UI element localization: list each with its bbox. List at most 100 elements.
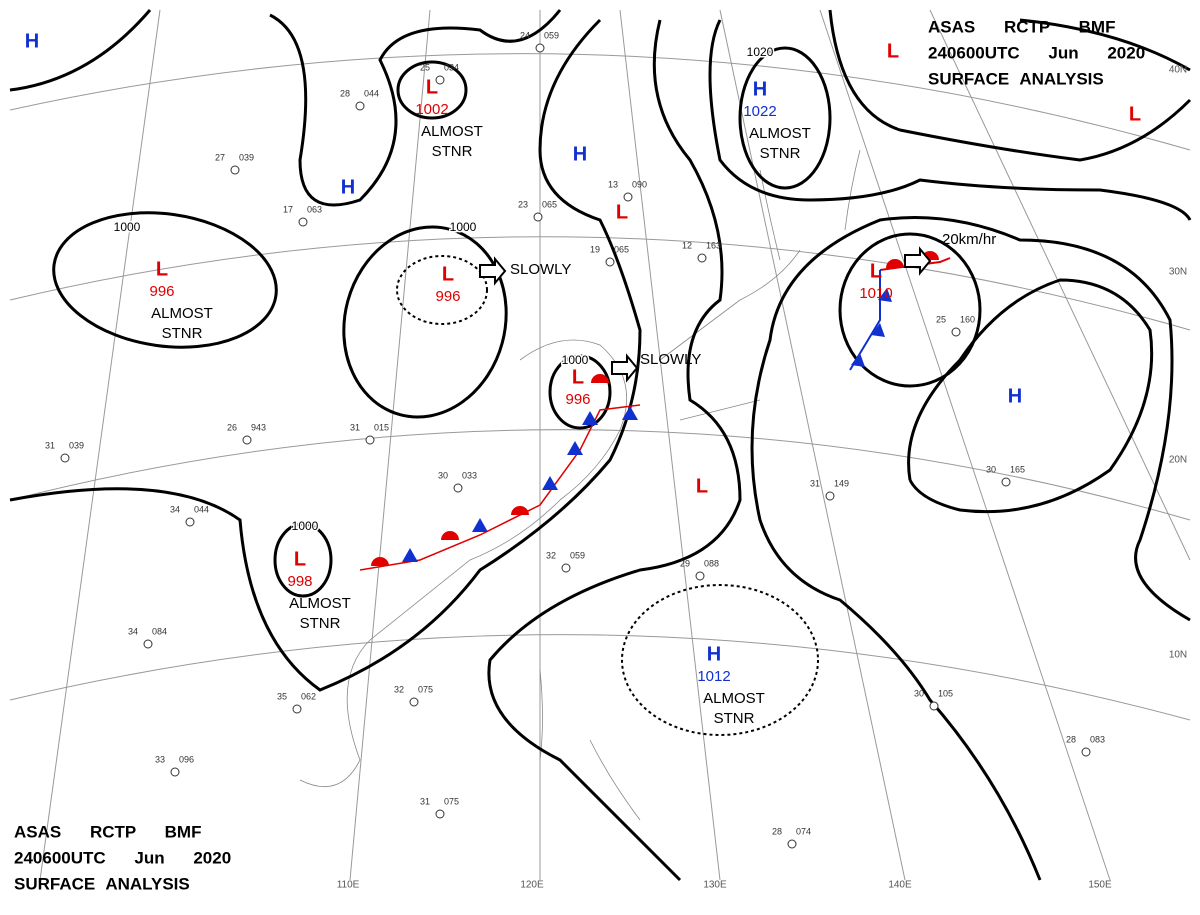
station-marker — [435, 809, 445, 819]
lat-line — [9, 236, 1191, 331]
system-note: STNR — [162, 325, 203, 342]
station-temp: 34 — [128, 626, 138, 636]
isobar — [9, 9, 152, 92]
isobar — [342, 225, 508, 419]
cold-front-tri — [622, 406, 638, 420]
station-marker — [143, 639, 153, 649]
central-pressure: 996 — [435, 288, 460, 305]
station-plot: 28 044 — [340, 88, 379, 111]
lon-line — [39, 9, 161, 881]
station-marker — [535, 43, 545, 53]
station-temp: 19 — [590, 244, 600, 254]
system-note: ALMOST — [289, 595, 351, 612]
station-pressure: 083 — [1090, 734, 1105, 744]
station-temp: 34 — [170, 504, 180, 514]
station-pressure: 059 — [544, 30, 559, 40]
station-plot: 30 105 — [914, 688, 953, 711]
central-pressure: 996 — [565, 391, 590, 408]
cold-front-tri — [582, 411, 598, 425]
station-pressure: 034 — [444, 62, 459, 72]
isobar — [548, 354, 612, 430]
station-temp: 23 — [518, 199, 528, 209]
longitude-label: 120E — [520, 880, 544, 891]
warm-front-bump — [371, 557, 389, 566]
central-pressure: 998 — [287, 573, 312, 590]
station-plot: 27 039 — [215, 152, 254, 175]
stationary-front — [359, 404, 641, 571]
system-symbol: L — [887, 40, 899, 62]
station-plot: 25 034 — [420, 62, 459, 85]
longitude-label: 130E — [703, 880, 727, 891]
latitude-label: 40N — [1169, 65, 1187, 76]
lon-line — [619, 9, 721, 881]
station-plot: 31 149 — [810, 478, 849, 501]
system-symbol: L — [1129, 103, 1141, 125]
motion-arrows — [479, 246, 932, 383]
station-marker — [623, 192, 633, 202]
lat-line — [9, 429, 1191, 521]
cold-front-tri — [567, 441, 583, 455]
station-pressure: 096 — [179, 754, 194, 764]
central-pressure: 1010 — [859, 285, 892, 302]
isobar — [52, 211, 278, 349]
isobars — [9, 9, 1192, 882]
station-pressure: 163 — [706, 240, 721, 250]
station-marker — [298, 217, 308, 227]
station-pressure: 044 — [364, 88, 379, 98]
isobar — [750, 216, 1191, 881]
station-pressure: 090 — [632, 179, 647, 189]
station-plot: 31 015 — [350, 422, 389, 445]
system-symbol: L — [870, 260, 882, 282]
station-temp: 30 — [914, 688, 924, 698]
isobar — [738, 46, 832, 190]
front-symbols — [371, 251, 939, 566]
isobar — [1019, 18, 1191, 72]
header-line: SURFACE ANALYSIS — [14, 874, 190, 893]
station-pressure: 015 — [374, 422, 389, 432]
station-temp: 26 — [227, 422, 237, 432]
isobar-label: 1000 — [562, 353, 589, 367]
latitude-label: 20N — [1169, 455, 1187, 466]
system-note: STNR — [432, 143, 473, 160]
station-plot: 30 165 — [986, 464, 1025, 487]
station-pressure: 033 — [462, 470, 477, 480]
lat-line — [9, 53, 1191, 151]
system-symbol: L — [696, 475, 708, 497]
station-marker — [605, 257, 615, 267]
station-temp: 31 — [420, 796, 430, 806]
cold-front-tri — [402, 548, 418, 562]
system-symbol: L — [426, 76, 438, 98]
longitude-label: 140E — [888, 880, 912, 891]
station-plot: 33 096 — [155, 754, 194, 777]
station-plot: 30 033 — [438, 470, 477, 493]
station-temp: 24 — [520, 30, 530, 40]
cold-front-tri — [472, 518, 488, 532]
station-plot: 24 059 — [520, 30, 559, 53]
station-pressure: 943 — [251, 422, 266, 432]
station-marker — [1081, 747, 1091, 757]
station-plot: 25 160 — [936, 314, 975, 337]
longitude-label: 110E — [337, 880, 360, 891]
station-plot: 29 088 — [680, 558, 719, 581]
system-symbol: L — [294, 548, 306, 570]
station-marker — [533, 212, 543, 222]
central-pressure: 1012 — [697, 668, 730, 685]
motion-label: 20km/hr — [942, 231, 996, 248]
central-pressure: 996 — [149, 283, 174, 300]
station-pressure: 084 — [152, 626, 167, 636]
header-line: SURFACE ANALYSIS — [928, 69, 1104, 88]
station-pressure: 039 — [239, 152, 254, 162]
system-note: ALMOST — [703, 690, 765, 707]
station-pressure: 074 — [796, 826, 811, 836]
header-line: ASAS RCTP BMF — [14, 822, 201, 841]
station-plot: 19 065 — [590, 244, 629, 267]
cold-front-tri — [871, 323, 885, 337]
station-pressure: 075 — [444, 796, 459, 806]
station-pressure: 062 — [301, 691, 316, 701]
system-symbol: H — [25, 30, 39, 52]
station-temp: 28 — [1066, 734, 1076, 744]
system-symbol: H — [707, 643, 721, 665]
isobar-label: 1000 — [114, 220, 141, 234]
system-symbol: H — [573, 143, 587, 165]
